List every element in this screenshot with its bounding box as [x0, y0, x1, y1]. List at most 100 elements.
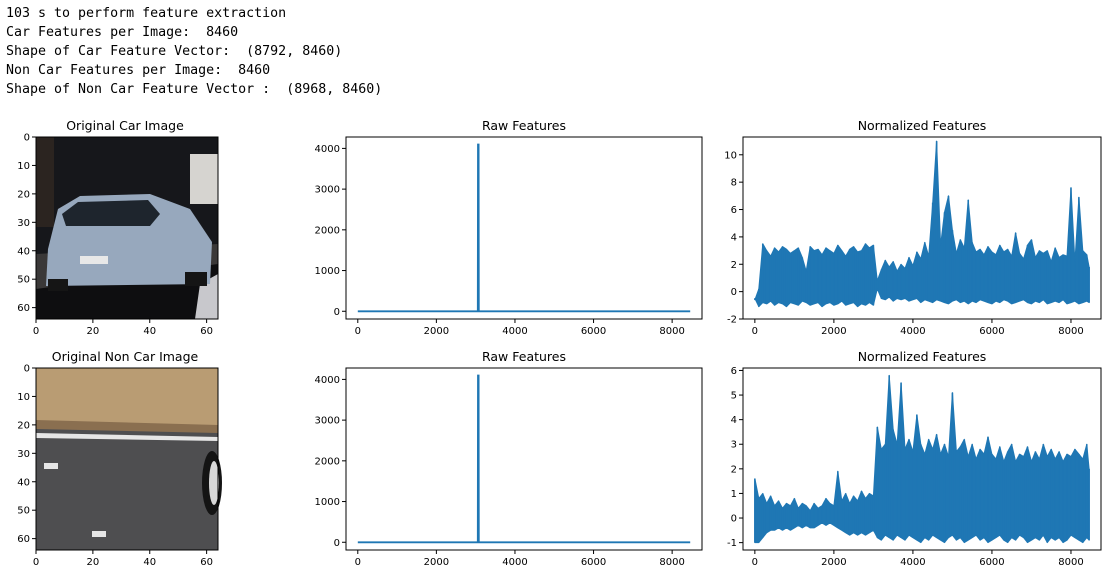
noncar-raw-y-tick-label: 0: [334, 538, 340, 549]
car-image-wall: [190, 154, 218, 204]
noncar-norm-plot: [754, 374, 1090, 544]
noncar-image-mark-left: [44, 463, 58, 469]
car-norm-figure: Normalized Features 0 2000 4000 6000 8000 -2…: [724, 118, 1102, 337]
noncar-image-y-tick-label: 30: [17, 449, 30, 460]
noncar-raw-series-line: [357, 374, 691, 544]
car-image-panel: Original Car Image 0 20 40 60 0 10 20 30 40 50 60: [0, 114, 235, 342]
noncar-image-grass-edge: [36, 420, 218, 433]
noncar-raw-y-tick-label: 2000: [315, 456, 340, 467]
noncar-norm-title: Normalized Features: [858, 349, 987, 364]
noncar-raw-x-tick-label: 6000: [581, 557, 606, 568]
car-image-y-tick-label: 60: [17, 303, 30, 314]
noncar-image-y-tick-label: 40: [17, 477, 30, 488]
noncar-image-y-tick-label: 10: [17, 392, 30, 403]
noncar-norm-figure: Normalized Features 0 2000 4000 6000 8000 -1…: [727, 349, 1102, 568]
noncar-norm-y-tick-label: 3: [731, 440, 737, 451]
car-raw-x-tick-label: 6000: [581, 326, 606, 337]
notebook-output: 103 s to perform feature extraction Car …: [6, 4, 382, 99]
noncar-image-y-ticks: 0 10 20 30 40 50 60: [17, 364, 36, 545]
noncar-raw-title: Raw Features: [482, 349, 566, 364]
car-raw-title: Raw Features: [482, 118, 566, 133]
noncar-raw-axes-frame: [345, 367, 703, 551]
car-image-y-tick-label: 50: [17, 275, 30, 286]
noncar-image-axes-frame: [35, 367, 219, 551]
noncar-raw-x-tick-label: 0: [355, 557, 361, 568]
car-norm-x-tick-label: 4000: [900, 326, 925, 337]
car-norm-plot: [754, 140, 1090, 308]
car-norm-x-tick-label: 0: [752, 326, 758, 337]
noncar-raw-figure: Raw Features 0 2000 4000 6000 8000 0 1000 2000…: [315, 349, 703, 568]
noncar-norm-x-tick-label: 8000: [1058, 557, 1083, 568]
car-image-y-tick-label: 20: [17, 189, 30, 200]
car-image-y-tick-label: 10: [17, 161, 30, 172]
car-norm-x-ticks: 0 2000 4000 6000 8000: [752, 319, 1084, 337]
car-norm-y-tick-label: 2: [731, 260, 737, 271]
car-raw-x-tick-label: 8000: [659, 326, 684, 337]
car-norm-y-tick-label: 0: [731, 287, 737, 298]
noncar-image-mark-bottom: [92, 531, 106, 537]
car-raw-x-tick-label: 2000: [424, 326, 449, 337]
noncar-raw-x-tick-label: 4000: [502, 557, 527, 568]
noncar-raw-panel: Raw Features 0 2000 4000 6000 8000 0 1000 2000…: [310, 345, 720, 573]
noncar-image-x-tick-label: 20: [87, 557, 100, 568]
car-image-x-tick-label: 20: [87, 326, 100, 337]
car-norm-y-ticks: -2 0 2 4 6 8 10: [724, 150, 743, 326]
noncar-image-picture: [36, 368, 222, 550]
car-norm-y-tick-label: 8: [731, 178, 737, 189]
car-raw-y-tick-label: 1000: [315, 266, 340, 277]
car-norm-panel: Normalized Features 0 2000 4000 6000 8000 -2…: [705, 114, 1113, 342]
car-image-picture: [36, 137, 218, 319]
car-norm-x-tick-label: 6000: [979, 326, 1004, 337]
noncar-raw-x-tick-label: 2000: [424, 557, 449, 568]
noncar-image-x-tick-label: 60: [200, 557, 213, 568]
noncar-raw-y-tick-label: 4000: [315, 375, 340, 386]
noncar-image-y-tick-label: 60: [17, 534, 30, 545]
car-raw-y-tick-label: 3000: [315, 185, 340, 196]
noncar-norm-y-tick-label: 5: [731, 391, 737, 402]
car-image-axes-frame: [35, 136, 219, 320]
noncar-image-grass: [36, 368, 218, 430]
car-raw-panel: Raw Features 0 2000 4000 6000 8000 0 1000 2000…: [310, 114, 720, 342]
noncar-norm-x-ticks: 0 2000 4000 6000 8000: [752, 550, 1084, 568]
car-image-tree: [36, 137, 54, 227]
car-raw-y-tick-label: 2000: [315, 225, 340, 236]
car-image-x-tick-label: 40: [143, 326, 156, 337]
car-raw-y-tick-label: 0: [334, 307, 340, 318]
car-raw-axes-frame: [345, 136, 703, 320]
car-image-x-tick-label: 60: [200, 326, 213, 337]
car-image-window: [62, 200, 160, 226]
noncar-raw-y-ticks: 0 1000 2000 3000 4000: [315, 375, 346, 549]
car-norm-x-tick-label: 2000: [821, 326, 846, 337]
noncar-norm-panel: Normalized Features 0 2000 4000 6000 8000 -1…: [705, 345, 1113, 573]
car-norm-y-tick-label: -2: [727, 315, 737, 326]
car-raw-x-tick-label: 0: [355, 326, 361, 337]
noncar-image-title: Original Non Car Image: [52, 349, 199, 364]
car-image-tire-right: [185, 272, 207, 286]
car-raw-plot: [357, 143, 691, 313]
noncar-norm-y-tick-label: 1: [731, 489, 737, 500]
car-image-y-tick-label: 40: [17, 246, 30, 257]
car-norm-x-tick-label: 8000: [1058, 326, 1083, 337]
car-raw-x-ticks: 0 2000 4000 6000 8000: [355, 319, 685, 337]
car-image-figure: Original Car Image 0 20 40 60 0 10 20 30 40 50 60: [17, 118, 219, 337]
car-norm-y-tick-label: 10: [724, 150, 737, 161]
noncar-image-x-ticks: 0 20 40 60: [33, 550, 213, 568]
noncar-image-lane-line: [36, 433, 218, 441]
noncar-norm-x-tick-label: 4000: [900, 557, 925, 568]
noncar-image-rim: [209, 461, 219, 505]
noncar-norm-y-tick-label: 0: [731, 514, 737, 525]
noncar-norm-y-tick-label: 6: [731, 366, 737, 377]
output-line-noncar-shape: Shape of Non Car Feature Vector : (8968,…: [6, 82, 383, 97]
car-raw-y-ticks: 0 1000 2000 3000 4000: [315, 144, 346, 318]
noncar-image-x-tick-label: 40: [143, 557, 156, 568]
car-image-y-ticks: 0 10 20 30 40 50 60: [17, 133, 36, 314]
noncar-norm-y-tick-label: -1: [727, 538, 737, 549]
car-raw-figure: Raw Features 0 2000 4000 6000 8000 0 1000 2000…: [315, 118, 703, 337]
output-line-timing: 103 s to perform feature extraction: [6, 6, 287, 21]
noncar-image-figure: Original Non Car Image 0 20 40 60 0 10 20 30 40…: [17, 349, 222, 568]
noncar-image-x-tick-label: 0: [33, 557, 39, 568]
noncar-norm-y-tick-label: 2: [731, 464, 737, 475]
car-raw-series-line: [357, 143, 691, 313]
noncar-raw-x-ticks: 0 2000 4000 6000 8000: [355, 550, 685, 568]
car-image-plate: [80, 256, 108, 264]
